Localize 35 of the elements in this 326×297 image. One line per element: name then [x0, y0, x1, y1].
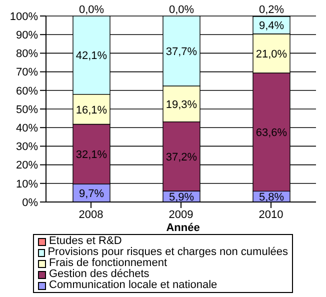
y-tick-label: 50%	[16, 104, 38, 116]
data-label: 19,3%	[166, 98, 198, 111]
data-label: 32,1%	[76, 149, 108, 162]
legend-label: Frais de fonctionnement	[49, 257, 168, 269]
y-tick-label: 60%	[16, 85, 38, 98]
data-label: 5,8%	[258, 192, 284, 204]
data-label: 37,7%	[166, 46, 198, 58]
y-tick-label: 70%	[16, 66, 38, 79]
y-tick-label: 0%	[22, 196, 38, 209]
y-tick-label: 30%	[16, 141, 38, 154]
y-tick-label: 20%	[16, 160, 38, 172]
data-label: 0,0%	[78, 4, 104, 16]
legend-label: Communication locale et nationale	[49, 279, 218, 291]
data-label: 16,1%	[76, 104, 108, 116]
legend-label: Gestion des déchets	[49, 268, 150, 280]
data-label: 0,2%	[258, 4, 284, 16]
y-tick-label: 10%	[16, 178, 38, 190]
y-tick-label: 40%	[16, 122, 38, 135]
legend-label: Etudes et R&D	[49, 235, 122, 247]
x-tick-label: 2010	[258, 208, 284, 221]
data-label: 5,9%	[168, 192, 194, 204]
x-tick-label: 2009	[168, 208, 194, 221]
y-tick-label: 90%	[16, 30, 38, 42]
legend-label: Provisions pour risques et charges non cumulées	[48, 246, 288, 258]
data-label: 0,0%	[168, 4, 194, 16]
x-tick-label: 2008	[78, 208, 104, 221]
data-label: 9,4%	[258, 20, 284, 32]
data-label: 9,7%	[78, 188, 104, 200]
data-label: 21,0%	[256, 48, 288, 60]
y-tick-label: 80%	[16, 48, 38, 60]
data-label: 63,6%	[256, 127, 288, 140]
x-axis-title: Année	[165, 222, 201, 234]
y-tick-label: 100%	[10, 10, 38, 23]
data-label: 42,1%	[76, 50, 108, 62]
data-label: 37,2%	[166, 151, 198, 164]
